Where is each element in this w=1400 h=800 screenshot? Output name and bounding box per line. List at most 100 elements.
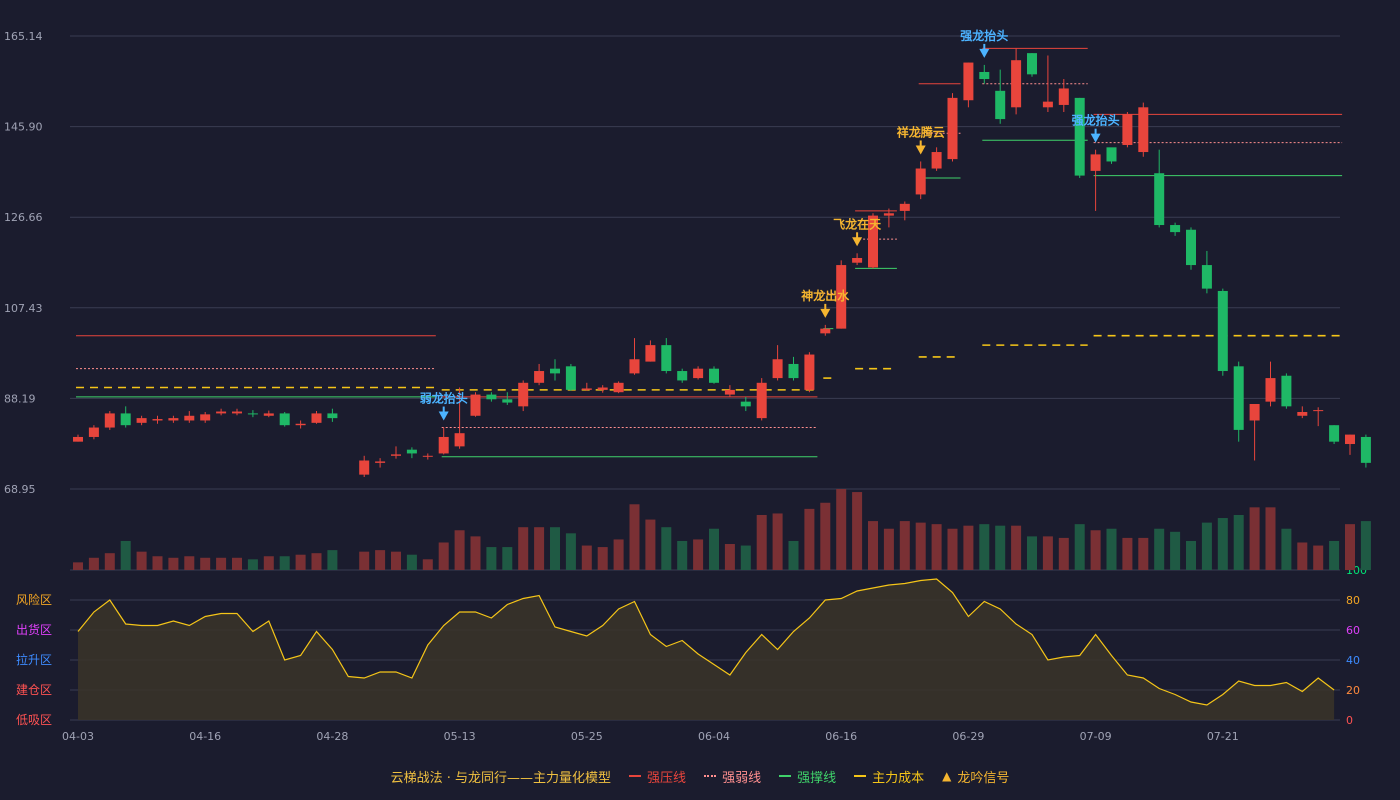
candle-body [597,387,608,390]
legend-item-support[interactable]: 强撑线 [779,767,836,786]
volume-bar [581,545,592,570]
candle-body [581,388,592,390]
candle-body [73,436,83,442]
volume-bar [1170,531,1181,570]
volume-bar [788,540,799,570]
price-tick-label: 145.90 [4,121,43,134]
candle-body [486,394,497,400]
candle-body [947,97,958,160]
candle-body [422,455,433,457]
candle-body [534,371,545,383]
candle-body [279,413,290,426]
volume-bar [263,556,274,570]
volume-bar [73,562,83,570]
candle-body [438,436,449,454]
signal-arrow-icon [915,145,926,155]
volume-bar [804,508,815,570]
candle-body [550,368,560,374]
candle-body [1281,375,1292,407]
volume-bar [1011,525,1022,570]
volume-bar [899,521,910,570]
legend-item-pressure[interactable]: 强压线 [629,767,686,786]
candle-body [470,394,481,416]
candle-body [327,413,338,419]
candle-body [613,382,624,393]
volume-bar [136,551,147,570]
volume-bar [518,527,529,570]
candle-body [1011,60,1022,108]
candle-body [454,433,465,447]
volume-bar [216,557,227,570]
zone-label: 出货区 [16,622,52,637]
date-tick-label: 04-16 [189,730,221,743]
volume-bar [391,551,401,570]
volume-bar [852,492,863,570]
candle-body [1154,173,1165,226]
candle-body [391,454,401,456]
candle-body [375,461,386,463]
oscillator-area [78,579,1335,720]
volume-bar [311,553,322,570]
candle-body [136,418,147,423]
volume-bar [709,528,719,570]
price-tick-label: 126.66 [4,211,43,224]
volume-bar [1217,518,1228,570]
zone-label: 低吸区 [16,713,52,727]
candle-body [1170,225,1181,233]
candle-body [629,359,640,374]
legend-item-weak[interactable]: 强弱线 [704,767,761,786]
volume-bar [359,551,370,570]
volume-bar [295,554,306,570]
volume-bar [1201,522,1212,570]
osc-tick-label: 0 [1346,714,1353,727]
osc-tick-label: 40 [1346,654,1360,667]
candle-body [232,411,242,414]
candle-body [295,423,306,426]
volume-bar [645,519,656,570]
volume-bar [168,557,179,570]
candle-body [1186,229,1196,266]
candle-body [883,213,894,216]
legend-item-cost[interactable]: 主力成本 [854,767,924,786]
volume-bar [1154,528,1165,570]
volume-bar [947,528,958,570]
volume-bar [120,540,131,570]
date-tick-label: 05-25 [571,730,603,743]
candle-body [200,414,211,421]
volume-bar [550,527,560,570]
candle-body [868,215,878,268]
volume-bar [1074,524,1085,570]
candle-body [1122,114,1133,145]
date-tick-label: 07-09 [1080,730,1112,743]
volume-bar [1345,524,1355,570]
volume-bar [931,524,942,570]
candle-body [120,413,131,426]
volume-bar [772,513,783,570]
volume-bar [820,502,831,570]
main-chart: 68.95 88.19 107.43 126.66 145.90 165.14 0 20 40 6… [4,28,1371,743]
candle-body [661,345,672,372]
candle-body [740,401,751,407]
volume-bar [327,550,338,570]
candle-body [963,62,974,101]
triangle-icon: ▲ [942,769,952,783]
volume-bar [1058,537,1069,570]
volume-bar [438,542,449,570]
volume-bar [883,528,894,570]
legend-item-signal[interactable]: ▲ 龙吟信号 [942,767,1009,786]
candle-body [931,152,942,169]
candle-body [772,359,783,379]
signal-label: 强龙抬头 [1072,113,1120,128]
legend-label-cost: 主力成本 [872,770,925,786]
date-tick-label: 06-16 [825,730,857,743]
candle-body [518,382,529,407]
candle-body [1138,107,1149,153]
candle-body [979,71,990,80]
candle-body [1249,403,1260,421]
volume-bar [1042,536,1053,570]
volume-bar [979,524,990,570]
legend-label-signal: 龙吟信号 [957,770,1010,786]
candle-body [406,449,417,454]
price-tick-label: 88.19 [4,392,36,405]
signal-arrow-icon [1090,133,1101,143]
